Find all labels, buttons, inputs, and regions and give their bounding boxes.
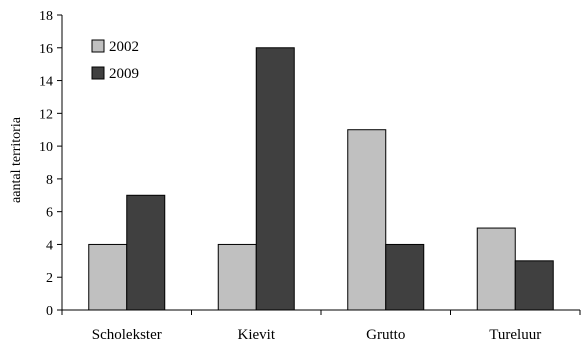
y-tick-label: 2 <box>46 271 53 286</box>
y-tick-label: 4 <box>46 238 53 253</box>
bar-2002-kievit <box>217 243 257 311</box>
y-tick-label: 18 <box>39 9 53 24</box>
bar-2002-scholekster <box>88 243 128 311</box>
y-tick-label: 10 <box>39 140 53 155</box>
bar-2009-scholekster <box>126 194 166 311</box>
bar-2009-kievit <box>255 47 295 311</box>
y-tick-label: 16 <box>39 42 53 57</box>
bar-2009-grutto <box>385 243 425 311</box>
y-tick-label: 0 <box>46 304 53 319</box>
y-axis-title: aantal territoria <box>9 116 24 203</box>
legend: 2002 2009 <box>91 39 139 82</box>
legend-label-2002: 2002 <box>109 39 139 55</box>
legend-swatch-2009 <box>91 66 105 80</box>
y-tick-label: 14 <box>39 75 53 90</box>
bar-2002-tureluur <box>476 227 516 311</box>
x-axis-labels: Scholekster Kievit Grutto Tureluur <box>92 327 541 343</box>
x-category-label: Scholekster <box>92 327 162 343</box>
y-axis-ticks: 0 2 4 6 8 10 12 14 16 18 <box>39 9 62 319</box>
y-tick-label: 6 <box>46 206 53 221</box>
legend-label-2009: 2009 <box>109 66 139 82</box>
x-category-label: Grutto <box>366 327 405 343</box>
bar-2009-tureluur <box>514 260 554 311</box>
y-tick-label: 8 <box>46 173 53 188</box>
bars <box>88 47 554 311</box>
y-tick-label: 12 <box>39 107 53 122</box>
axes <box>61 15 581 315</box>
x-category-label: Kievit <box>238 327 276 343</box>
x-category-label: Tureluur <box>489 327 541 343</box>
bar-2002-grutto <box>347 129 387 311</box>
legend-swatch-2002 <box>91 39 105 53</box>
